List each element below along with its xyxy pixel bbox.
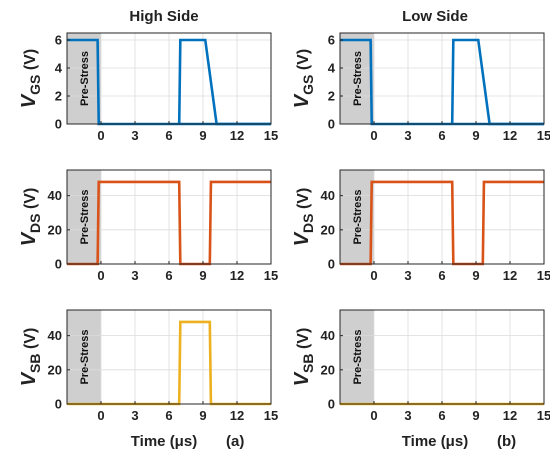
y-tick-label: 0 <box>55 117 62 132</box>
x-tick-label: 6 <box>438 268 445 283</box>
pre-stress-label: Pre-Stress <box>352 189 364 244</box>
panel-id-a: (a) <box>226 433 244 450</box>
y-tick-label: 0 <box>328 117 335 132</box>
y-tick-label: 2 <box>55 89 62 104</box>
y-tick-label: 40 <box>48 188 62 203</box>
pre-stress-label: Pre-Stress <box>79 329 91 384</box>
x-axis-label-right: Time (μs) <box>402 433 468 450</box>
series-line-high-vds <box>67 180 271 266</box>
x-tick-label: 12 <box>230 268 244 283</box>
y-axis-label: VDS (V) <box>291 188 316 247</box>
pre-stress-region <box>340 310 374 404</box>
y-tick-label: 6 <box>55 33 62 48</box>
y-tick-label: 40 <box>321 188 335 203</box>
panel-high-vsb: 0 3 6 9 12 15 0 20 40 Pre-Stress VSB (V) <box>18 309 278 423</box>
pre-stress-region <box>67 33 101 124</box>
x-tick-label: 3 <box>404 268 411 283</box>
x-tick-label: 12 <box>503 128 517 143</box>
y-tick-label: 20 <box>321 222 335 237</box>
x-tick-label: 9 <box>472 268 479 283</box>
x-tick-label: 3 <box>404 408 411 423</box>
x-tick-label: 6 <box>438 128 445 143</box>
x-tick-label: 15 <box>264 128 278 143</box>
panel-low-vds: 0 3 6 9 12 15 0 20 40 Pre-Stress VDS (V) <box>291 169 550 283</box>
x-tick-label: 6 <box>165 268 172 283</box>
y-axis-label: VGS (V) <box>291 49 316 108</box>
x-tick-label: 15 <box>537 128 550 143</box>
y-axis-label: VSB (V) <box>291 328 316 387</box>
x-axis-label-left: Time (μs) <box>131 433 197 450</box>
y-tick-label: 20 <box>48 222 62 237</box>
pre-stress-region <box>67 170 101 264</box>
x-tick-label: 9 <box>472 128 479 143</box>
x-tick-label: 9 <box>472 408 479 423</box>
y-tick-label: 0 <box>55 397 62 412</box>
y-tick-label: 4 <box>55 61 63 76</box>
y-axis-label: VGS (V) <box>18 49 43 108</box>
x-tick-label: 15 <box>264 408 278 423</box>
pre-stress-label: Pre-Stress <box>352 329 364 384</box>
panel-low-vgs: 0 3 6 9 12 15 0 2 4 6 Pre-Stress VGS (V) <box>291 32 550 143</box>
y-tick-label: 0 <box>328 397 335 412</box>
x-tick-label: 6 <box>438 408 445 423</box>
x-tick-label: 3 <box>131 268 138 283</box>
y-tick-label: 40 <box>321 328 335 343</box>
x-tick-label: 0 <box>370 268 377 283</box>
y-tick-label: 20 <box>321 362 335 377</box>
x-tick-label: 9 <box>199 268 206 283</box>
x-tick-label: 3 <box>131 408 138 423</box>
x-tick-label: 15 <box>264 268 278 283</box>
pre-stress-region <box>67 310 101 404</box>
y-axis-label: VSB (V) <box>18 328 43 387</box>
x-tick-label: 0 <box>97 128 104 143</box>
x-tick-label: 15 <box>537 268 550 283</box>
x-tick-label: 0 <box>370 408 377 423</box>
panels: 0 3 6 9 12 15 0 2 4 6 Pre-Stress VGS (V) 0 3 6 9 12 15 0 2 4… <box>18 32 550 423</box>
x-tick-label: 6 <box>165 408 172 423</box>
x-tick-label: 3 <box>131 128 138 143</box>
pre-stress-label: Pre-Stress <box>352 51 364 106</box>
y-tick-label: 20 <box>48 362 62 377</box>
x-tick-label: 12 <box>230 128 244 143</box>
y-tick-label: 2 <box>328 89 335 104</box>
x-tick-label: 0 <box>97 408 104 423</box>
pre-stress-label: Pre-Stress <box>79 189 91 244</box>
x-tick-label: 6 <box>165 128 172 143</box>
y-tick-label: 0 <box>55 257 62 272</box>
x-tick-label: 12 <box>503 268 517 283</box>
y-tick-label: 4 <box>328 61 336 76</box>
series-line-pulse-low-vgs <box>450 38 544 126</box>
series-line-low-vds <box>340 180 544 266</box>
y-tick-label: 40 <box>48 328 62 343</box>
panel-high-vds: 0 3 6 9 12 15 0 20 40 Pre-Stress VDS (V) <box>18 169 278 283</box>
panel-low-vsb: 0 3 6 9 12 15 0 20 40 Pre-Stress VSB (V) <box>291 309 550 423</box>
x-tick-label: 9 <box>199 408 206 423</box>
y-axis-label: VDS (V) <box>18 188 43 247</box>
x-tick-label: 15 <box>537 408 550 423</box>
x-tick-label: 0 <box>370 128 377 143</box>
y-tick-label: 0 <box>328 257 335 272</box>
x-tick-label: 12 <box>503 408 517 423</box>
pre-stress-region <box>340 33 374 124</box>
series-line-pulse-high-vgs <box>177 38 271 126</box>
panel-high-vgs: 0 3 6 9 12 15 0 2 4 6 Pre-Stress VGS (V) <box>18 32 278 143</box>
x-tick-label: 12 <box>230 408 244 423</box>
pre-stress-label: Pre-Stress <box>79 51 91 106</box>
x-tick-label: 3 <box>404 128 411 143</box>
panel-id-b: (b) <box>497 433 516 450</box>
title-high-side: High Side <box>129 8 198 25</box>
title-low-side: Low Side <box>402 8 468 25</box>
y-tick-label: 6 <box>328 33 335 48</box>
pre-stress-region <box>340 170 374 264</box>
x-tick-label: 9 <box>199 128 206 143</box>
x-tick-label: 0 <box>97 268 104 283</box>
